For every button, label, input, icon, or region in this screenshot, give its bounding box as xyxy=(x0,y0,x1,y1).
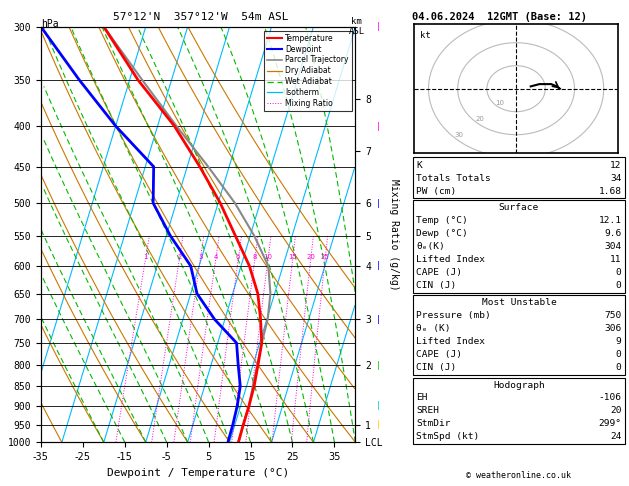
Text: |: | xyxy=(376,261,381,270)
Text: km
ASL: km ASL xyxy=(348,17,365,36)
Text: |: | xyxy=(376,361,381,370)
Text: 10: 10 xyxy=(264,254,272,260)
Text: 12.1: 12.1 xyxy=(598,216,621,226)
Text: 10: 10 xyxy=(496,100,504,106)
Text: StmSpd (kt): StmSpd (kt) xyxy=(416,432,480,441)
Text: Lifted Index: Lifted Index xyxy=(416,337,486,346)
Text: |: | xyxy=(376,401,381,410)
Text: |: | xyxy=(376,314,381,324)
Text: 0: 0 xyxy=(616,350,621,359)
Text: 9: 9 xyxy=(616,337,621,346)
Text: Most Unstable: Most Unstable xyxy=(482,298,556,308)
Text: 4: 4 xyxy=(213,254,218,260)
Text: Hodograph: Hodograph xyxy=(493,381,545,390)
Text: CAPE (J): CAPE (J) xyxy=(416,268,462,277)
Text: 20: 20 xyxy=(306,254,315,260)
Text: Totals Totals: Totals Totals xyxy=(416,174,491,183)
Text: 6: 6 xyxy=(236,254,240,260)
Text: 04.06.2024  12GMT (Base: 12): 04.06.2024 12GMT (Base: 12) xyxy=(412,12,587,22)
Text: 12: 12 xyxy=(610,161,621,170)
Text: 304: 304 xyxy=(604,242,621,251)
Text: 299°: 299° xyxy=(598,419,621,428)
Text: SREH: SREH xyxy=(416,406,440,416)
Text: 15: 15 xyxy=(288,254,297,260)
Text: PW (cm): PW (cm) xyxy=(416,187,457,196)
Text: 0: 0 xyxy=(616,363,621,372)
Text: CAPE (J): CAPE (J) xyxy=(416,350,462,359)
Text: 9.6: 9.6 xyxy=(604,229,621,238)
Text: 3: 3 xyxy=(198,254,203,260)
Text: Temp (°C): Temp (°C) xyxy=(416,216,468,226)
Text: CIN (J): CIN (J) xyxy=(416,363,457,372)
Text: EH: EH xyxy=(416,393,428,402)
Text: |: | xyxy=(376,420,381,429)
Text: StmDir: StmDir xyxy=(416,419,451,428)
Text: 0: 0 xyxy=(616,280,621,290)
Text: 750: 750 xyxy=(604,311,621,320)
Text: Pressure (mb): Pressure (mb) xyxy=(416,311,491,320)
Text: Surface: Surface xyxy=(499,203,539,212)
Text: 34: 34 xyxy=(610,174,621,183)
Text: 20: 20 xyxy=(610,406,621,416)
Text: θₑ (K): θₑ (K) xyxy=(416,324,451,333)
Text: Lifted Index: Lifted Index xyxy=(416,255,486,264)
Text: 1: 1 xyxy=(143,254,148,260)
Text: hPa: hPa xyxy=(41,19,58,30)
Text: 20: 20 xyxy=(476,116,484,122)
Text: |: | xyxy=(376,22,381,31)
X-axis label: Dewpoint / Temperature (°C): Dewpoint / Temperature (°C) xyxy=(107,468,289,478)
Text: © weatheronline.co.uk: © weatheronline.co.uk xyxy=(467,471,571,480)
Text: 0: 0 xyxy=(616,268,621,277)
Text: 24: 24 xyxy=(610,432,621,441)
Text: 25: 25 xyxy=(321,254,330,260)
Text: |: | xyxy=(376,122,381,131)
Text: kt: kt xyxy=(420,31,430,40)
Text: K: K xyxy=(416,161,422,170)
Text: 57°12'N  357°12'W  54m ASL: 57°12'N 357°12'W 54m ASL xyxy=(113,12,289,22)
Text: θₑ(K): θₑ(K) xyxy=(416,242,445,251)
Text: 30: 30 xyxy=(455,132,464,138)
Text: 306: 306 xyxy=(604,324,621,333)
Text: CIN (J): CIN (J) xyxy=(416,280,457,290)
Text: 8: 8 xyxy=(252,254,257,260)
Y-axis label: Mixing Ratio (g/kg): Mixing Ratio (g/kg) xyxy=(389,179,399,290)
Text: 1.68: 1.68 xyxy=(598,187,621,196)
Text: Dewp (°C): Dewp (°C) xyxy=(416,229,468,238)
Text: 11: 11 xyxy=(610,255,621,264)
Text: 2: 2 xyxy=(177,254,181,260)
Y-axis label: hPa: hPa xyxy=(0,225,2,244)
Text: |: | xyxy=(376,199,381,208)
Legend: Temperature, Dewpoint, Parcel Trajectory, Dry Adiabat, Wet Adiabat, Isotherm, Mi: Temperature, Dewpoint, Parcel Trajectory… xyxy=(264,31,352,111)
Text: -106: -106 xyxy=(598,393,621,402)
